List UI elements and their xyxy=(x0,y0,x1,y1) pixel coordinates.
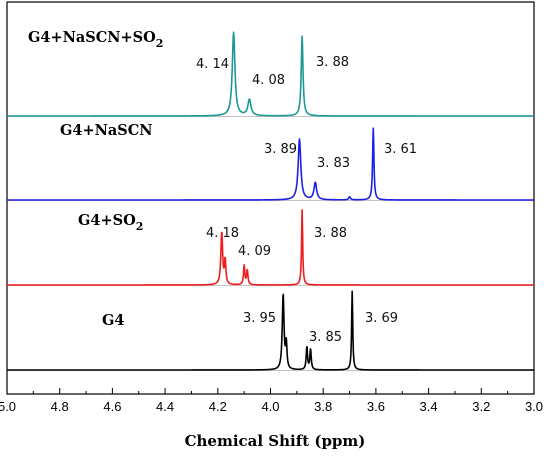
x-tick-label: 3.0 xyxy=(525,399,543,414)
x-tick-label: 5.0 xyxy=(0,399,16,414)
peak-label: 3. 89 xyxy=(264,142,297,157)
peak-label: 3. 83 xyxy=(317,156,350,171)
peak-label: 3. 61 xyxy=(384,142,417,157)
spectra xyxy=(6,31,535,371)
x-tick-label: 3.6 xyxy=(367,399,385,414)
x-axis-title: Chemical Shift (ppm) xyxy=(185,432,366,450)
series-label: G4+NaSCN+SO2 xyxy=(28,29,163,50)
peak-label: 3. 88 xyxy=(316,55,349,70)
peak-label: 4. 09 xyxy=(238,244,271,259)
series-label: G4+NaSCN xyxy=(60,122,153,139)
plot-frame xyxy=(6,1,535,395)
series-label-subscript: 2 xyxy=(136,220,144,233)
series-label: G4+SO2 xyxy=(78,212,143,233)
series-label-text: G4+SO xyxy=(78,212,136,229)
peak-label: 3. 85 xyxy=(309,330,342,345)
peak-label: 4. 08 xyxy=(252,73,285,88)
series-label-subscript: 2 xyxy=(156,37,164,50)
series-label-text: G4 xyxy=(102,312,124,329)
peak-label: 3. 95 xyxy=(243,311,276,326)
x-tick-label: 4.6 xyxy=(103,399,121,414)
plot-border xyxy=(6,1,535,395)
x-tick-label: 4.2 xyxy=(209,399,227,414)
series-label: G4 xyxy=(102,312,124,329)
peak-label: 3. 69 xyxy=(365,311,398,326)
peak-label: 3. 88 xyxy=(314,226,347,241)
series-label-text: G4+NaSCN+SO xyxy=(28,29,156,46)
x-tick-label: 4.4 xyxy=(156,399,174,414)
x-tick-label: 4.8 xyxy=(51,399,69,414)
series-label-text: G4+NaSCN xyxy=(60,122,153,139)
spectrum-line-2 xyxy=(6,127,535,201)
x-tick-label: 3.8 xyxy=(314,399,332,414)
x-tick-label: 3.2 xyxy=(472,399,490,414)
peak-label: 4. 14 xyxy=(196,57,229,72)
spectrum-line-3 xyxy=(6,208,535,286)
peak-label: 4. 18 xyxy=(206,226,239,241)
x-axis: 5.0 4.8 4.6 4.4 4.2 4.0 3.8 3.6 3.4 3.2 3.0 xyxy=(0,388,543,414)
x-tick-label: 3.4 xyxy=(420,399,438,414)
spectrum-line-4 xyxy=(6,290,535,371)
spectrum-line-1 xyxy=(6,31,535,117)
x-tick-label: 4.0 xyxy=(261,399,279,414)
